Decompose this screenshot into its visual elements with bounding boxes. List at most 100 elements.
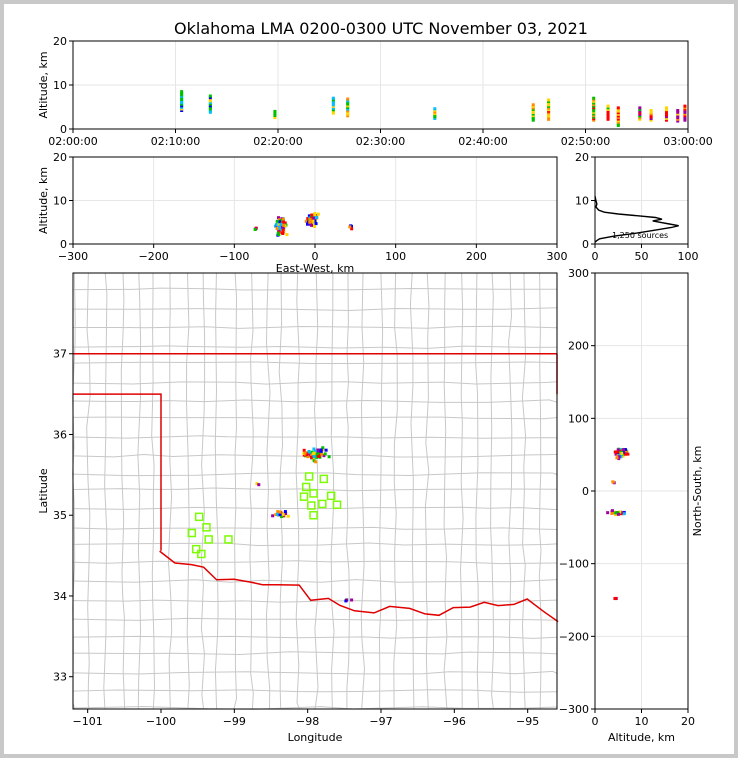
lma-station-marker [224,535,233,544]
lma-station-marker [326,491,336,501]
ew-source-point [316,212,320,216]
ew-source-point [308,218,312,222]
hist-altitude-axis-tick-label: 10 [575,195,589,208]
ns-source-point [614,452,618,456]
map-source-point [311,457,315,461]
time-source-point [531,112,535,116]
ew-source-point [277,218,281,222]
ew-axis-tick-label: 100 [385,250,406,263]
time-source-point [531,111,535,114]
ns-axis-tick-label: 300 [568,267,589,280]
time-source-point [433,110,437,114]
county-line [378,272,384,710]
ew-source-point [281,232,285,236]
map-source-point [276,512,280,516]
county-line [72,472,558,477]
time-source-point [433,113,437,117]
ew-source-point [312,216,316,220]
map-source-point [314,460,318,464]
time-source-point [616,112,620,116]
time-source-point [180,97,184,101]
time-source-point [346,104,350,108]
time-source-point [638,117,642,121]
time-source-point [616,119,620,123]
ew-axis-tick-label: 200 [466,250,487,263]
figure-title: Oklahoma LMA 0200-0300 UTC November 03, … [174,19,588,38]
time-source-point [346,100,350,104]
time-source-point [547,116,551,120]
ns-source-point [619,455,623,459]
time-source-point [331,108,335,112]
ew-source-point [279,222,283,226]
ew-source-point [306,217,310,221]
ew-altitude-axis-tick-label: 10 [53,195,67,208]
ns-source-point [622,448,626,452]
time-source-point [180,90,184,94]
latitude-axis-tick-label: 35 [53,509,67,522]
county-line [72,487,558,492]
ns-source-point [613,596,617,600]
ns-axis-tick-label: −200 [559,630,589,643]
time-source-point [547,111,551,115]
map-source-point [276,510,280,514]
map-source-point [317,455,321,459]
map-source-point [314,455,318,459]
time-source-point [606,109,610,113]
time-source-point [531,107,535,111]
time-source-point [331,105,335,109]
time-source-point [616,117,620,121]
ns-source-point [617,457,621,461]
time-source-point [638,108,642,112]
ew-source-point [309,219,313,223]
time-source-point [547,112,551,116]
lma-station-marker [309,510,318,520]
time-source-point [592,109,596,113]
map-source-point [257,483,261,487]
time-source-point [531,104,535,108]
map-source-point [321,446,325,450]
ew-source-point [313,219,317,223]
time-source-point [606,111,610,115]
map-source-point [302,448,306,452]
time-source-point [592,102,596,106]
time-axis-tick-label: 02:10:00 [151,135,200,148]
map-source-point [310,450,314,454]
ns-source-point [614,511,618,515]
ew-source-point [277,225,281,229]
longitude-axis-tick-label: −99 [223,715,246,728]
map-source-point [312,459,316,463]
time-source-point [592,110,596,114]
county-line [72,670,558,675]
ew-source-point [312,213,316,217]
time-source-point [616,107,620,111]
ns-source-point [618,510,622,514]
time-source-point [664,116,668,120]
lma-station-marker [304,472,314,481]
time-source-point [592,112,596,116]
county-line [72,526,558,530]
time-source-point [592,104,596,108]
state-border-panhandle [73,393,162,551]
county-line [72,325,558,329]
ew-source-point [281,221,285,225]
time-altitude-axis-tick-label: 10 [53,79,67,92]
county-line [508,272,513,710]
time-source-point [180,99,184,103]
time-source-point [547,117,551,121]
time-source-point [531,115,535,119]
time-source-point [592,117,596,121]
county-line [424,272,430,710]
lma-station-marker [319,474,329,484]
time-source-point [683,104,687,108]
time-axis-tick-label: 02:00:00 [48,135,97,148]
time-source-point [547,104,551,108]
time-source-point [547,106,551,110]
ew-source-point [310,223,314,227]
latitude-axis-tick-label: 36 [53,428,67,441]
map-source-point [344,599,348,603]
ew-source-point [314,216,318,220]
time-altitude-axis-tick-label: 0 [60,123,67,136]
map-source-point [255,482,259,486]
time-source-point [331,100,335,104]
time-source-point [683,115,687,119]
